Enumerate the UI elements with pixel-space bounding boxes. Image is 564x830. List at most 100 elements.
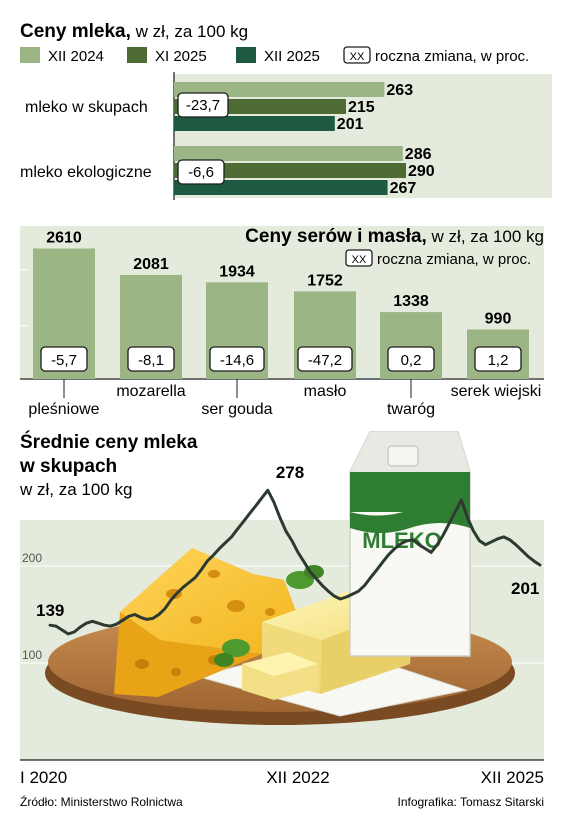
change-value-plesniowe: -5,7 (51, 352, 77, 369)
carton-wave (350, 505, 470, 533)
legend-swatch-xii-2024 (20, 47, 40, 63)
bar-mleko-ekologiczne-xii-2025 (174, 180, 388, 195)
value-label-ser-gouda: 1934 (219, 263, 255, 280)
milk-bars (174, 82, 406, 195)
change-value-maslo: -47,2 (308, 352, 342, 369)
cheese-chart-title-unit: w zł, za 100 kg (427, 227, 544, 246)
butter-slice (242, 652, 318, 700)
change-box-maslo (297, 346, 353, 372)
line-chart-subtitle: w zł, za 100 kg (19, 480, 132, 499)
value-label-twarog: 1338 (393, 293, 429, 310)
legend-label-xi-2025: XI 2025 (155, 48, 207, 65)
source-note: Źródło: Ministerstwo Rolnictwa (20, 794, 183, 809)
value-label-mleko-w-skupach-xii-2024: 263 (386, 82, 413, 99)
carton-label: MLEKO (362, 528, 441, 553)
cheese-legend-change-note: roczna zmiana, w proc. (377, 251, 531, 268)
cheese-hole (171, 668, 181, 676)
category-label-mleko-w-skupach: mleko w skupach (25, 99, 148, 116)
dairy-illustration: MLEKO (45, 431, 515, 725)
line-chart-title-line2: w skupach (19, 456, 117, 477)
carton-cap (387, 445, 419, 467)
cheese-hole (135, 659, 149, 669)
cheese-legend-change-box-text: XX (352, 254, 367, 266)
change-value-mozarella: -8,1 (138, 352, 164, 369)
credit-note: Infografika: Tomasz Sitarski (397, 795, 544, 809)
cheese-wedge-top (120, 548, 302, 654)
value-label-mleko-w-skupach-xii-2025: 201 (337, 116, 364, 133)
cheese-wedge (114, 548, 302, 697)
milk-change-boxes: -23,7 -6,6 (177, 92, 229, 185)
line-annotation-start: 139 (36, 601, 64, 620)
category-label-ser-gouda: ser gouda (201, 401, 272, 418)
value-label-mleko-ekologiczne-xi-2025: 290 (408, 163, 435, 180)
milk-legend: XII 2024 XI 2025 XII 2025 XX roczna zmia… (20, 46, 529, 65)
legend-label-xii-2024: XII 2024 (48, 48, 104, 65)
category-label-twarog: twaróg (387, 401, 435, 418)
y-tick-100: 100 (22, 648, 42, 662)
leaf-icon (222, 639, 250, 657)
legend-change-box-text: XX (350, 51, 365, 63)
line-annotation-peak: 278 (276, 463, 304, 482)
x-label-mid: XII 2022 (266, 768, 329, 787)
footer: Źródło: Ministerstwo Rolnictwa Infografi… (20, 794, 544, 809)
change-value-mleko-ekologiczne: -6,6 (188, 164, 214, 181)
value-label-mozarella: 2081 (133, 256, 169, 273)
x-label-start: I 2020 (20, 768, 67, 787)
change-value-mleko-w-skupach: -23,7 (186, 97, 220, 114)
milk-value-labels: 263 215 201 286 290 267 (337, 82, 435, 197)
value-label-maslo: 1752 (307, 272, 343, 289)
change-box-mleko-w-skupach (177, 92, 229, 118)
bar-mleko-ekologiczne-xii-2024 (174, 146, 403, 161)
leaf-icon (214, 653, 234, 667)
line-annotation-end: 201 (511, 579, 539, 598)
cheese-chart-panel (20, 226, 544, 378)
legend-change-box (343, 46, 371, 64)
cheese-hole (190, 616, 202, 624)
butter-slice-top (242, 652, 318, 676)
bar-mleko-w-skupach-xii-2025 (174, 116, 335, 131)
change-box-plesniowe (40, 346, 88, 372)
category-label-serek-wiejski: serek wiejski (451, 383, 542, 400)
milk-prices-chart: Ceny mleka, w zł, za 100 kg XII 2024 XI … (20, 21, 552, 200)
milk-price-line (48, 488, 542, 636)
cheese-hole (227, 600, 245, 612)
value-label-mleko-w-skupach-xi-2025: 215 (348, 99, 375, 116)
change-value-serek-wiejski: 1,2 (488, 352, 509, 369)
legend-swatch-xi-2025 (127, 47, 147, 63)
change-box-ser-gouda (209, 346, 265, 372)
milk-chart-title: Ceny mleka, w zł, za 100 kg (20, 21, 248, 42)
cheese-chart-title-main: Ceny serów i masła, (245, 226, 427, 247)
milk-chart-title-unit: w zł, za 100 kg (131, 22, 248, 41)
milk-chart-title-main: Ceny mleka, (20, 21, 131, 42)
carton-top-band (350, 472, 470, 512)
x-label-end: XII 2025 (481, 768, 544, 787)
change-box-mleko-ekologiczne (177, 159, 225, 185)
cheese-category-labels: pleśniowe mozarella ser gouda masło twar… (28, 379, 541, 418)
legend-label-xii-2025: XII 2025 (264, 48, 320, 65)
cheese-change-boxes: -5,7 -8,1 -14,6 -47,2 0,2 1,2 (40, 346, 522, 372)
legend-change-note: roczna zmiana, w proc. (375, 48, 529, 65)
cheese-grid (20, 269, 28, 327)
change-value-ser-gouda: -14,6 (220, 352, 254, 369)
line-chart-x-axis: I 2020 XII 2022 XII 2025 (20, 759, 544, 787)
value-label-mleko-ekologiczne-xii-2025: 267 (390, 180, 417, 197)
value-label-mleko-ekologiczne-xii-2024: 286 (405, 146, 432, 163)
legend-swatch-xii-2025 (236, 47, 256, 63)
cheese-hole (265, 608, 275, 616)
category-label-mozarella: mozarella (116, 383, 185, 400)
milk-carton-icon: MLEKO (349, 431, 471, 657)
line-chart-title-line1: Średnie ceny mleka (20, 431, 198, 453)
y-tick-200: 200 (22, 551, 42, 565)
change-box-twarog (387, 346, 435, 372)
cheese-value-labels: 2610 2081 1934 1752 1338 990 (46, 230, 511, 328)
cheese-prices-chart: Ceny serów i masła, w zł, za 100 kg XX r… (20, 226, 544, 418)
cheese-chart-title: Ceny serów i masła, w zł, za 100 kg (245, 226, 544, 247)
category-label-plesniowe: pleśniowe (28, 401, 99, 418)
change-box-mozarella (127, 346, 175, 372)
cheese-legend-change-box (345, 249, 373, 267)
category-label-mleko-ekologiczne: mleko ekologiczne (20, 164, 152, 181)
value-label-serek-wiejski: 990 (485, 311, 512, 328)
herb-leaves (214, 565, 324, 667)
cheese-hole (208, 570, 220, 578)
